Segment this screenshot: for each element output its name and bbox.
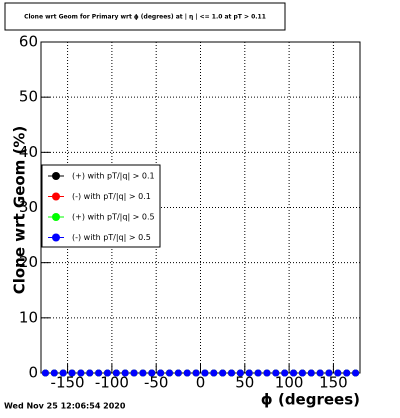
point — [307, 369, 315, 377]
point — [343, 369, 351, 377]
x-tick-label: -150 — [51, 374, 85, 392]
point — [228, 369, 236, 377]
point — [174, 369, 182, 377]
chart-title: Clone wrt Geom for Primary wrt ϕ (degree… — [24, 14, 266, 21]
point — [281, 369, 289, 377]
point — [95, 369, 103, 377]
point — [210, 369, 218, 377]
point — [157, 369, 165, 377]
point — [77, 369, 85, 377]
point — [121, 369, 129, 377]
point — [112, 369, 120, 377]
y-tick-label: 50 — [19, 88, 38, 106]
point — [272, 369, 280, 377]
y-tick-label: 30 — [19, 198, 38, 216]
point — [325, 369, 333, 377]
legend-label: (-) with pT/|q| > 0.5 — [72, 233, 151, 242]
point — [254, 369, 262, 377]
x-tick-label: -50 — [144, 374, 169, 392]
point — [183, 369, 191, 377]
point — [148, 369, 156, 377]
x-axis-label: ϕ (degrees) — [261, 391, 360, 409]
x-tick-label: 150 — [319, 374, 348, 392]
y-tick-label: 10 — [19, 308, 38, 326]
y-axis-label: Clone wrt Geom (%) — [11, 126, 29, 295]
point — [41, 369, 49, 377]
legend-label: (+) with pT/|q| > 0.5 — [72, 213, 155, 222]
legend-label: (-) with pT/|q| > 0.1 — [72, 192, 151, 201]
point — [201, 369, 209, 377]
point — [290, 369, 298, 377]
title-box — [4, 2, 286, 31]
point — [59, 369, 67, 377]
point — [130, 369, 138, 377]
point — [165, 369, 173, 377]
point — [86, 369, 94, 377]
point — [245, 369, 253, 377]
x-tick-label: -100 — [95, 374, 129, 392]
x-tick-label: 50 — [235, 374, 254, 392]
y-tick-label: 20 — [19, 253, 38, 271]
y-tick-label: 60 — [19, 33, 38, 51]
x-tick-label: 0 — [196, 374, 206, 392]
legend-label: (+) with pT/|q| > 0.1 — [72, 172, 155, 181]
point — [103, 369, 111, 377]
date-stamp: Wed Nov 25 12:06:54 2020 — [4, 402, 126, 411]
y-tick-label: 0 — [28, 364, 38, 382]
x-tick-label: 100 — [275, 374, 304, 392]
point — [139, 369, 147, 377]
point — [192, 369, 200, 377]
point — [50, 369, 58, 377]
point — [334, 369, 342, 377]
point — [352, 369, 360, 377]
point — [298, 369, 306, 377]
point — [316, 369, 324, 377]
legend-box — [41, 164, 161, 248]
y-tick-label: 40 — [19, 143, 38, 161]
point — [263, 369, 271, 377]
point — [236, 369, 244, 377]
point — [68, 369, 76, 377]
point — [219, 369, 227, 377]
